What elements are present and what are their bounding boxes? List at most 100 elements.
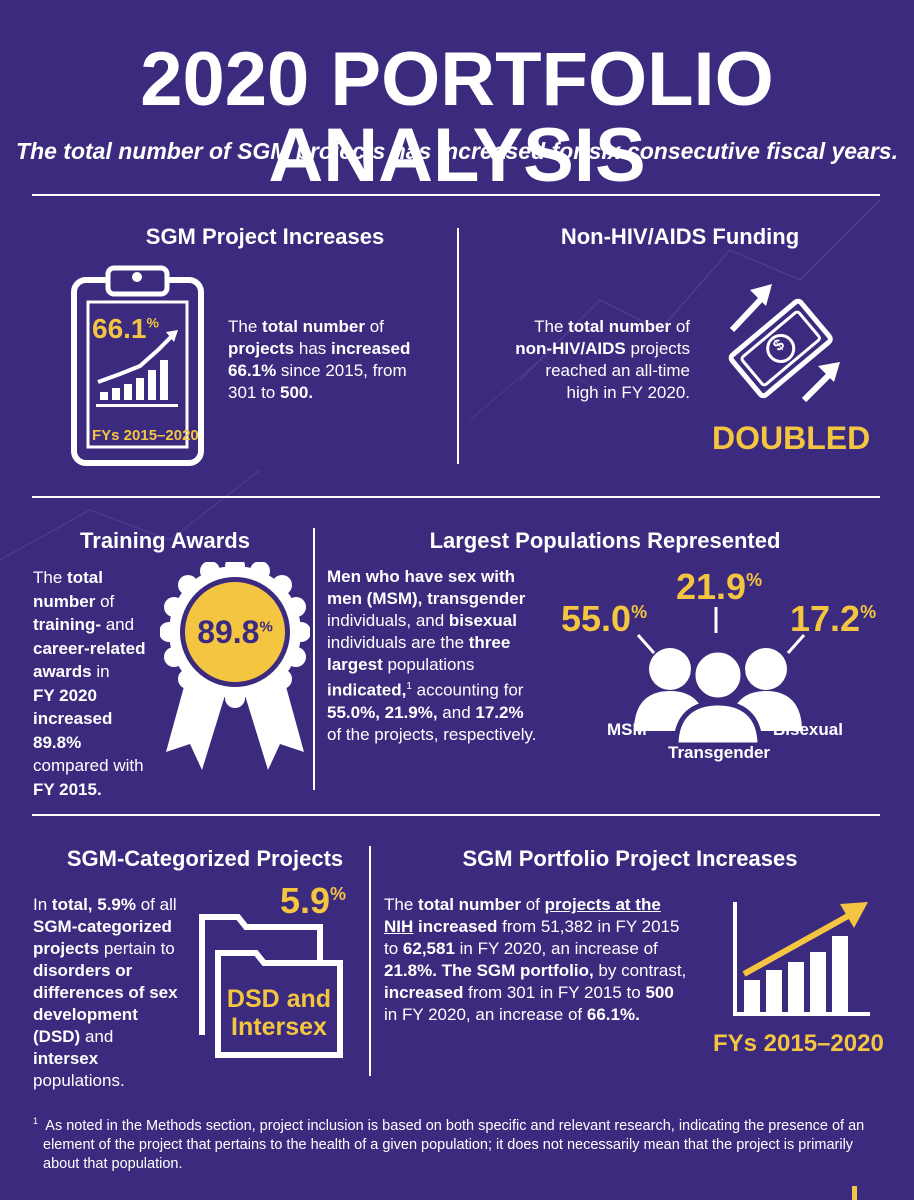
text-frag: (DSD) <box>33 1027 81 1046</box>
people-group-icon <box>634 607 806 745</box>
text-frag: In <box>33 895 52 914</box>
folder-label-line1: DSD and <box>226 985 332 1013</box>
clipboard-percent: 66.1% <box>92 313 159 345</box>
text-frag: 500. <box>280 383 314 402</box>
text-frag: 500 <box>645 983 674 1002</box>
text-frag: The <box>534 317 569 336</box>
portfolio-caption: FYs 2015–2020 <box>713 1030 884 1057</box>
percent-sign: % <box>631 602 648 622</box>
text-frag: in FY 2020, an increase of <box>454 939 658 958</box>
msm-percent-value: 55.0 <box>561 598 632 639</box>
text-frag: career-related <box>33 638 146 658</box>
text-frag: SGM-categorized projects <box>33 917 172 958</box>
text-frag: disorders or differences of sex developm… <box>33 961 178 1024</box>
text-frag: of the projects, respectively. <box>327 724 537 744</box>
text-frag: 89.8% <box>33 732 82 752</box>
text-frag: Men who have sex with men (MSM), transge… <box>327 567 526 608</box>
categorized-percent-value: 5.9 <box>280 880 331 921</box>
text-frag: FY 2020 <box>33 685 97 705</box>
text-frag: projects <box>625 339 690 358</box>
text-frag: increased <box>384 983 464 1002</box>
footnote-ref: 1 <box>406 681 412 692</box>
percent-sign: % <box>860 602 877 622</box>
divider-mid-2 <box>32 814 880 816</box>
text-frag: and <box>101 615 135 634</box>
text-frag: The <box>228 317 263 336</box>
text-frag: of <box>520 895 545 914</box>
text-frag: and <box>437 702 476 722</box>
text-frag: FY 2015. <box>33 779 102 799</box>
divider-vertical-2 <box>313 528 315 790</box>
sgm-categorized-text: In total, 5.9% of all SGM-categorized pr… <box>33 894 178 1092</box>
text-frag: since 2015, from 301 to <box>228 361 407 402</box>
bisexual-percent-value: 17.2 <box>790 598 861 639</box>
text-frag: projects <box>228 339 295 358</box>
text-frag: The <box>384 895 419 914</box>
transgender-percent-value: 21.9 <box>676 566 747 607</box>
text-frag: number <box>33 591 96 611</box>
text-frag: from 51,382 in FY 2015 to <box>384 917 680 958</box>
text-frag: The <box>33 568 68 587</box>
text-frag: high in FY 2020. <box>566 383 691 402</box>
text-frag: individuals are the <box>327 633 469 652</box>
page-title: 2020 PORTFOLIO ANALYSIS <box>140 37 774 198</box>
text-frag: accounting for <box>411 680 524 700</box>
text-frag: increased <box>331 339 411 358</box>
msm-label: MSM <box>607 720 647 739</box>
text-frag: total number <box>568 317 672 336</box>
text-frag: bisexual <box>448 611 517 630</box>
text-frag: of <box>671 317 690 336</box>
text-frag: individuals, and <box>327 611 449 630</box>
section-title-sgm-categorized: SGM-Categorized Projects <box>66 846 344 871</box>
text-frag: total number <box>262 317 365 336</box>
section-title-portfolio: SGM Portfolio Project Increases <box>462 846 798 871</box>
section-title-non-hiv: Non-HIV/AIDS Funding <box>560 224 800 249</box>
section-title-training: Training Awards <box>80 528 250 553</box>
text-frag: awards <box>33 662 92 681</box>
text-frag: total <box>67 568 103 587</box>
text-frag: projects at the NIH <box>384 895 661 936</box>
money-growth-icon <box>728 284 840 403</box>
percent-sign: % <box>746 570 763 590</box>
text-frag: intersex <box>33 1049 99 1068</box>
section-title-populations: Largest Populations Represented <box>429 528 781 553</box>
clipboard-percent-sign: % <box>146 314 159 331</box>
doubled-badge: DOUBLED <box>712 420 871 456</box>
divider-mid-1 <box>32 496 880 498</box>
footnote-marker: 1 <box>33 1116 39 1126</box>
transgender-label: Transgender <box>668 743 771 762</box>
msm-percent: 55.0% <box>561 598 647 640</box>
bar-chart-growth-icon <box>733 902 870 1016</box>
page-subtitle: The total number of SGM projects has inc… <box>16 138 898 164</box>
text-frag: non-HIV/AIDS <box>515 339 626 358</box>
folder-label-line2: Intersex <box>231 1013 327 1041</box>
text-frag: pertain to <box>99 939 175 958</box>
bisexual-label: Bisexual <box>773 720 843 739</box>
text-frag: training- <box>33 615 101 634</box>
text-frag: indicated, <box>327 680 407 700</box>
medal-percent: 89.8% <box>160 614 310 651</box>
folder-label: DSD and Intersex <box>220 985 338 1041</box>
clipboard-caption: FYs 2015–2020 <box>92 427 199 444</box>
training-text: The total number of training- and career… <box>33 566 163 801</box>
text-frag: compared with <box>33 756 144 775</box>
text-frag: three largest <box>327 633 511 674</box>
populations-text: Men who have sex with men (MSM), transge… <box>327 566 537 746</box>
transgender-percent: 21.9% <box>676 566 762 608</box>
clipboard-percent-value: 66.1 <box>92 313 147 344</box>
text-frag: populations. <box>33 1071 125 1090</box>
divider-top <box>32 194 880 196</box>
text-frag: total number <box>418 895 521 914</box>
text-frag: total, 5.9% <box>51 895 136 914</box>
portfolio-text: The total number of projects at the NIH … <box>384 894 689 1026</box>
text-frag: in FY 2020, an increase of <box>384 1005 587 1024</box>
medal-percent-value: 89.8 <box>197 614 260 650</box>
section-title-sgm-increases: SGM Project Increases <box>145 224 385 249</box>
text-frag: 21.8%. The SGM portfolio, <box>384 961 594 980</box>
text-frag: of <box>95 591 115 611</box>
sgm-increases-text: The total number of projects has increas… <box>228 316 418 404</box>
text-frag: by contrast, <box>593 961 687 980</box>
text-frag: 66.1% <box>228 361 277 380</box>
folder-icon <box>199 914 343 1058</box>
medal-ribbon-icon <box>160 562 310 770</box>
